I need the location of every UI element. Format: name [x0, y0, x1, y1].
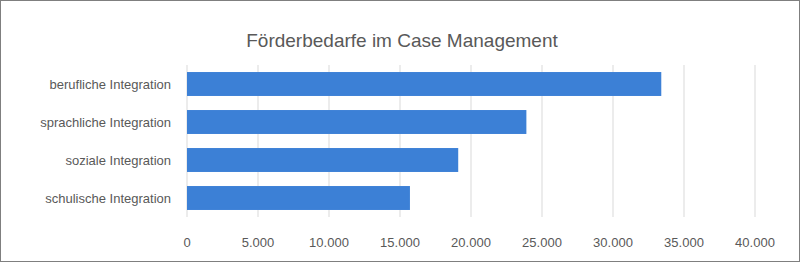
category-label: schulische Integration [45, 191, 171, 206]
category-label: berufliche Integration [50, 77, 171, 92]
bar [187, 186, 410, 210]
chart-svg: Förderbedarfe im Case Management 0 5.000 10… [0, 0, 800, 262]
x-tick-label: 15.000 [380, 235, 420, 250]
bar [187, 110, 526, 134]
category-labels: berufliche Integration sprachliche Integr… [40, 77, 171, 206]
x-tick-labels: 0 5.000 10.000 15.000 20.000 25.000 30.000 35.0… [183, 235, 775, 250]
x-tick-label: 5.000 [242, 235, 275, 250]
x-tick-label: 35.000 [664, 235, 704, 250]
grid [187, 65, 755, 217]
category-label: sprachliche Integration [40, 115, 171, 130]
bars [187, 72, 661, 210]
grid-line [755, 65, 756, 217]
x-tick-label: 0 [183, 235, 190, 250]
x-tick-label: 30.000 [593, 235, 633, 250]
bar [187, 72, 661, 96]
chart-container: Förderbedarfe im Case Management 0 5.000 10… [0, 0, 800, 262]
chart-frame [1, 1, 800, 262]
category-label: soziale Integration [65, 153, 171, 168]
chart-title: Förderbedarfe im Case Management [246, 30, 558, 51]
x-tick-label: 10.000 [309, 235, 349, 250]
x-tick-label: 40.000 [735, 235, 775, 250]
page: {"chart_data": {"type": "bar", "title": … [0, 0, 800, 262]
x-tick-label: 25.000 [522, 235, 562, 250]
bar [187, 148, 458, 172]
x-tick-label: 20.000 [451, 235, 491, 250]
grid-line [684, 65, 685, 217]
